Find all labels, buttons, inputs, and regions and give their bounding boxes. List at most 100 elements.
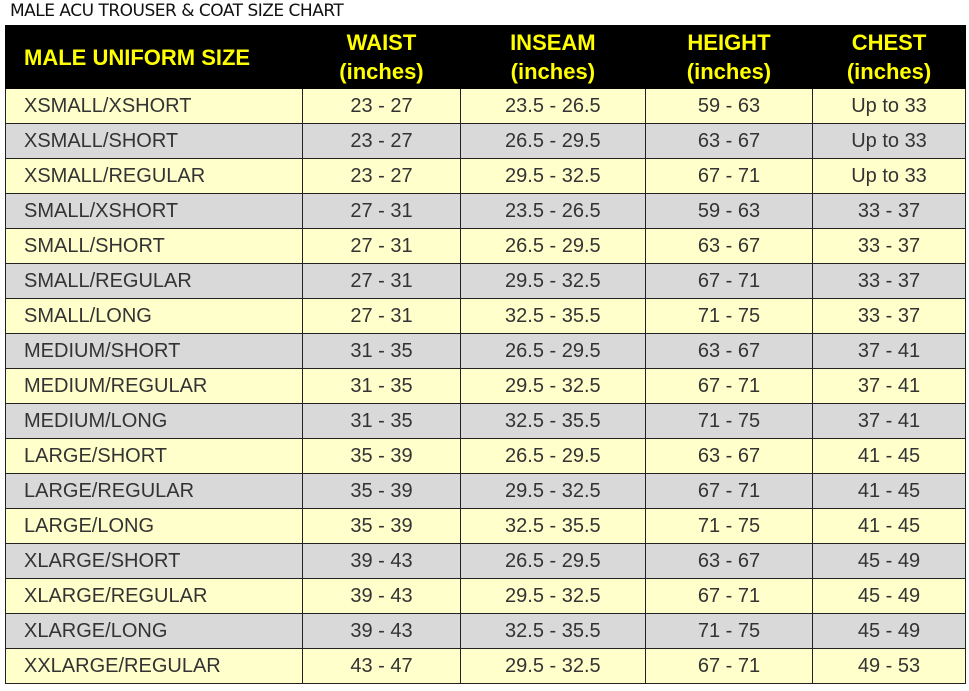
table-row: SMALL/XSHORT 27 - 31 23.5 - 26.5 59 - 63 33 … — [4, 193, 966, 229]
table-cell: 27 - 31 — [302, 193, 461, 229]
table-row: MEDIUM/REGULAR 31 - 35 29.5 - 32.5 67 - 71 3… — [4, 368, 966, 404]
table-cell: 45 - 49 — [812, 543, 966, 579]
table-cell: 39 - 43 — [302, 613, 461, 649]
table-cell: 29.5 - 32.5 — [459, 578, 646, 614]
table-cell: 59 - 63 — [644, 88, 814, 124]
table-row: SMALL/SHORT 27 - 31 26.5 - 29.5 63 - 67 33 -… — [4, 228, 966, 264]
table-row: SMALL/LONG 27 - 31 32.5 - 35.5 71 - 75 33 - … — [4, 298, 966, 334]
table-cell: 26.5 - 29.5 — [459, 333, 646, 369]
table-cell: 71 - 75 — [644, 298, 814, 334]
column-header-text: (inches) — [846, 59, 932, 84]
table-cell: XLARGE/REGULAR — [4, 578, 304, 614]
table-cell: 26.5 - 29.5 — [459, 543, 646, 579]
table-row: MEDIUM/SHORT 31 - 35 26.5 - 29.5 63 - 67 37 … — [4, 333, 966, 369]
table-cell: 29.5 - 32.5 — [459, 473, 646, 509]
table-cell: 67 - 71 — [644, 473, 814, 509]
table-cell: 33 - 37 — [812, 193, 966, 229]
header-row: MALE UNIFORM SIZE WAIST (inches) INSEAM (inc… — [4, 25, 966, 89]
table-row: MEDIUM/LONG 31 - 35 32.5 - 35.5 71 - 75 37 -… — [4, 403, 966, 439]
table-cell: 37 - 41 — [812, 333, 966, 369]
table-cell: 31 - 35 — [302, 333, 461, 369]
table-cell: 23 - 27 — [302, 123, 461, 159]
table-cell: Up to 33 — [812, 88, 966, 124]
table-row: XSMALL/XSHORT 23 - 27 23.5 - 26.5 59 - 63 Up… — [4, 88, 966, 124]
table-cell: 32.5 - 35.5 — [459, 298, 646, 334]
table-cell: 67 - 71 — [644, 263, 814, 299]
table-cell: 33 - 37 — [812, 228, 966, 264]
table-cell: 31 - 35 — [302, 368, 461, 404]
table-cell: 67 - 71 — [644, 578, 814, 614]
table-cell: MEDIUM/REGULAR — [4, 368, 304, 404]
column-header: CHEST (inches) — [812, 25, 966, 89]
column-header: HEIGHT (inches) — [644, 25, 814, 89]
table-cell: 31 - 35 — [302, 403, 461, 439]
table-cell: 63 - 67 — [644, 333, 814, 369]
table-cell: XLARGE/LONG — [4, 613, 304, 649]
column-header-text: (inches) — [510, 59, 596, 84]
size-chart-table: MALE UNIFORM SIZE WAIST (inches) INSEAM (inc… — [4, 25, 966, 684]
column-header-text: (inches) — [686, 59, 772, 84]
table-cell: 37 - 41 — [812, 368, 966, 404]
table-row: XXLARGE/REGULAR 43 - 47 29.5 - 32.5 67 - 71… — [4, 648, 966, 684]
table-cell: 67 - 71 — [644, 368, 814, 404]
table-cell: SMALL/LONG — [4, 298, 304, 334]
table-cell: SMALL/SHORT — [4, 228, 304, 264]
table-row: XLARGE/REGULAR 39 - 43 29.5 - 32.5 67 - 71 4… — [4, 578, 966, 614]
table-cell: Up to 33 — [812, 123, 966, 159]
column-header: MALE UNIFORM SIZE — [4, 25, 304, 89]
table-row: LARGE/LONG 35 - 39 32.5 - 35.5 71 - 75 41 - … — [4, 508, 966, 544]
table-row: LARGE/SHORT 35 - 39 26.5 - 29.5 63 - 67 41 -… — [4, 438, 966, 474]
table-cell: 23 - 27 — [302, 158, 461, 194]
table-cell: 45 - 49 — [812, 578, 966, 614]
table-cell: 39 - 43 — [302, 543, 461, 579]
table-cell: XSMALL/REGULAR — [4, 158, 304, 194]
table-cell: 63 - 67 — [644, 228, 814, 264]
table-cell: 26.5 - 29.5 — [459, 438, 646, 474]
table-cell: 63 - 67 — [644, 438, 814, 474]
table-cell: 23.5 - 26.5 — [459, 193, 646, 229]
table-cell: 35 - 39 — [302, 438, 461, 474]
column-header-text: MALE UNIFORM SIZE — [24, 44, 251, 70]
table-cell: 23.5 - 26.5 — [459, 88, 646, 124]
table-cell: 29.5 - 32.5 — [459, 158, 646, 194]
table-cell: 26.5 - 29.5 — [459, 228, 646, 264]
table-cell: 35 - 39 — [302, 508, 461, 544]
table-cell: 41 - 45 — [812, 438, 966, 474]
table-cell: 27 - 31 — [302, 263, 461, 299]
table-cell: 32.5 - 35.5 — [459, 613, 646, 649]
table-row: XLARGE/SHORT 39 - 43 26.5 - 29.5 63 - 67 45 … — [4, 543, 966, 579]
table-cell: 63 - 67 — [644, 123, 814, 159]
column-header: INSEAM (inches) — [459, 25, 646, 89]
table-cell: 39 - 43 — [302, 578, 461, 614]
table-cell: 43 - 47 — [302, 648, 461, 684]
table-cell: 67 - 71 — [644, 158, 814, 194]
table-cell: 33 - 37 — [812, 298, 966, 334]
table-cell: LARGE/REGULAR — [4, 473, 304, 509]
table-cell: LARGE/SHORT — [4, 438, 304, 474]
column-header: WAIST (inches) — [302, 25, 461, 89]
table-cell: 26.5 - 29.5 — [459, 123, 646, 159]
column-header-text: HEIGHT — [687, 30, 771, 55]
table-cell: 27 - 31 — [302, 298, 461, 334]
table-cell: 63 - 67 — [644, 543, 814, 579]
table-row: LARGE/REGULAR 35 - 39 29.5 - 32.5 67 - 71 41… — [4, 473, 966, 509]
table-row: XSMALL/REGULAR 23 - 27 29.5 - 32.5 67 - 71 U… — [4, 158, 966, 194]
table-cell: SMALL/REGULAR — [4, 263, 304, 299]
table-cell: XSMALL/XSHORT — [4, 88, 304, 124]
table-cell: 41 - 45 — [812, 508, 966, 544]
table-cell: 49 - 53 — [812, 648, 966, 684]
column-header-text: WAIST — [346, 30, 417, 55]
table-cell: SMALL/XSHORT — [4, 193, 304, 229]
chart-title: MALE ACU TROUSER & COAT SIZE CHART — [10, 1, 344, 21]
table-row: XLARGE/LONG 39 - 43 32.5 - 35.5 71 - 75 45 -… — [4, 613, 966, 649]
table-row: SMALL/REGULAR 27 - 31 29.5 - 32.5 67 - 71 33… — [4, 263, 966, 299]
table-cell: 32.5 - 35.5 — [459, 508, 646, 544]
table-cell: 45 - 49 — [812, 613, 966, 649]
table-cell: 29.5 - 32.5 — [459, 648, 646, 684]
table-cell: 41 - 45 — [812, 473, 966, 509]
table-cell: 27 - 31 — [302, 228, 461, 264]
table-cell: 33 - 37 — [812, 263, 966, 299]
table-cell: XLARGE/SHORT — [4, 543, 304, 579]
table-cell: 67 - 71 — [644, 648, 814, 684]
table-cell: Up to 33 — [812, 158, 966, 194]
